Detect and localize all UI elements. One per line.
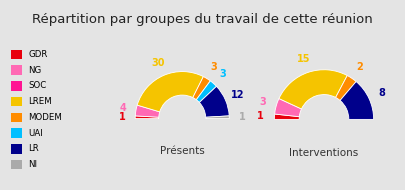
Wedge shape [196,81,216,102]
Text: Interventions: Interventions [290,148,358,158]
Wedge shape [275,99,301,117]
Text: MODEM: MODEM [28,113,62,122]
Bar [11,128,21,138]
Text: LREM: LREM [28,97,52,106]
Wedge shape [336,76,356,101]
Text: 12: 12 [231,90,244,100]
Text: UAI: UAI [28,129,43,138]
Text: Présents: Présents [160,146,205,156]
Text: 4: 4 [119,103,126,113]
Bar [11,112,21,122]
Text: SOC: SOC [28,81,46,90]
Wedge shape [193,77,210,100]
Bar [11,97,21,106]
Text: LR: LR [28,144,39,153]
Text: 3: 3 [219,69,226,79]
Text: 3: 3 [259,97,266,107]
Text: GDR: GDR [28,50,47,59]
Wedge shape [340,82,374,119]
Text: 1: 1 [119,112,126,122]
Text: 2: 2 [356,62,363,72]
Wedge shape [274,114,299,119]
Text: 15: 15 [297,54,311,64]
Wedge shape [135,116,159,119]
Bar [11,160,21,169]
Wedge shape [199,86,229,117]
Text: 30: 30 [151,58,165,68]
Text: 8: 8 [378,88,385,98]
Wedge shape [137,72,203,112]
Wedge shape [135,105,160,117]
Bar [11,81,21,91]
Text: 1: 1 [257,111,264,121]
Text: NI: NI [28,160,37,169]
Bar [11,144,21,154]
Text: NG: NG [28,66,41,75]
Text: 3: 3 [211,62,217,72]
Text: Répartition par groupes du travail de cette réunion: Répartition par groupes du travail de ce… [32,13,373,26]
Wedge shape [279,70,347,109]
Bar [11,65,21,75]
Text: 1: 1 [239,112,246,122]
Wedge shape [206,116,229,119]
Bar [11,50,21,59]
